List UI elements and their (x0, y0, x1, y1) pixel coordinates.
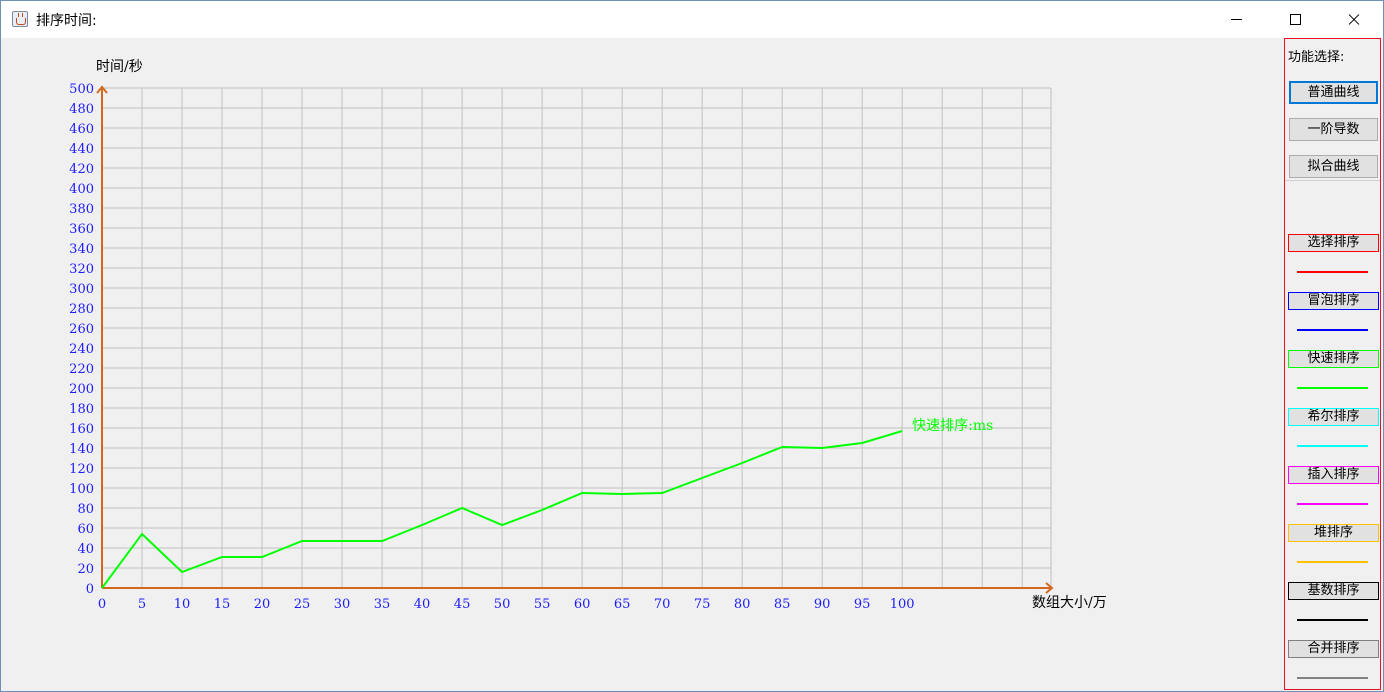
y-tick-label: 20 (77, 562, 94, 577)
x-tick-label: 35 (374, 597, 391, 612)
maximize-icon[interactable] (1266, 1, 1324, 38)
x-tick-label: 90 (814, 597, 831, 612)
x-axis-label: 数组大小/万 (1032, 595, 1107, 611)
x-tick-label: 75 (694, 597, 711, 612)
y-tick-label: 220 (69, 362, 94, 377)
x-tick-label: 45 (454, 597, 471, 612)
window-title: 排序时间: (36, 13, 97, 29)
sort-toggle-button-2[interactable]: 冒泡排序 (1288, 292, 1379, 310)
y-tick-label: 400 (69, 182, 94, 197)
x-axis-arrow (1045, 582, 1054, 594)
chart-grid (102, 87, 1052, 588)
x-tick-label: 95 (854, 597, 871, 612)
panel-title: 功能选择: (1288, 50, 1345, 65)
y-tick-label: 320 (69, 262, 94, 277)
java-app-icon (12, 11, 28, 27)
x-tick-label: 70 (654, 597, 671, 612)
sort-toggle-button-6[interactable]: 堆排序 (1288, 524, 1379, 542)
y-tick-label: 40 (77, 542, 94, 557)
panel-divider (1285, 180, 1380, 181)
sort-time-chart: 0204060801001201401601802002202402602803… (69, 59, 1107, 612)
sort-legend-line-7 (1297, 619, 1368, 621)
y-tick-label: 180 (69, 402, 94, 417)
sort-legend-line-3 (1297, 387, 1368, 389)
sort-toggle-button-4[interactable]: 希尔排序 (1288, 408, 1379, 426)
x-tick-label: 40 (414, 597, 431, 612)
x-tick-label: 100 (890, 597, 915, 612)
x-tick-label: 5 (138, 597, 146, 612)
y-tick-label: 140 (69, 442, 94, 457)
x-tick-label: 55 (534, 597, 551, 612)
y-tick-label: 240 (69, 342, 94, 357)
chart-axes (96, 85, 1054, 594)
sort-legend-line-2 (1297, 329, 1368, 331)
y-tick-label: 160 (69, 422, 94, 437)
x-tick-label: 0 (98, 597, 106, 612)
y-tick-label: 500 (69, 82, 94, 97)
y-tick-label: 380 (69, 202, 94, 217)
y-tick-label: 300 (69, 282, 94, 297)
y-tick-label: 60 (77, 522, 94, 537)
function-button-2[interactable]: 一阶导数 (1289, 118, 1378, 141)
y-tick-label: 280 (69, 302, 94, 317)
y-tick-label: 460 (69, 122, 94, 137)
minimize-icon[interactable] (1208, 1, 1266, 38)
x-tick-label: 80 (734, 597, 751, 612)
x-tick-label: 30 (334, 597, 351, 612)
x-tick-label: 20 (254, 597, 271, 612)
y-tick-label: 360 (69, 222, 94, 237)
sort-legend-line-8 (1297, 677, 1368, 679)
y-tick-label: 480 (69, 102, 94, 117)
sort-legend-line-1 (1297, 271, 1368, 273)
x-tick-label: 65 (614, 597, 631, 612)
y-axis-arrow (96, 85, 108, 94)
sort-toggle-button-5[interactable]: 插入排序 (1288, 466, 1379, 484)
y-tick-label: 0 (86, 582, 94, 597)
x-tick-label: 85 (774, 597, 791, 612)
y-tick-label: 120 (69, 462, 94, 477)
sort-legend-line-4 (1297, 445, 1368, 447)
sort-legend-line-6 (1297, 561, 1368, 563)
sort-toggle-button-3[interactable]: 快速排序 (1288, 350, 1379, 368)
y-tick-label: 100 (69, 482, 94, 497)
series-line-quick-sort (101, 430, 903, 589)
y-tick-label: 200 (69, 382, 94, 397)
function-button-3[interactable]: 拟合曲线 (1289, 155, 1378, 178)
y-tick-label: 420 (69, 162, 94, 177)
y-tick-label: 260 (69, 322, 94, 337)
y-axis-label: 时间/秒 (96, 59, 143, 75)
x-tick-label: 15 (214, 597, 231, 612)
series-label: 快速排序:ms (912, 418, 993, 434)
close-icon[interactable] (1324, 1, 1382, 38)
y-tick-label: 80 (77, 502, 94, 517)
x-tick-label: 10 (174, 597, 191, 612)
sort-toggle-button-8[interactable]: 合并排序 (1288, 640, 1379, 658)
chart-tick-labels: 0204060801001201401601802002202402602803… (69, 82, 914, 612)
function-button-1[interactable]: 普通曲线 (1289, 81, 1378, 104)
title-bar: 排序时间: (1, 1, 1383, 38)
x-tick-label: 60 (574, 597, 591, 612)
x-tick-label: 25 (294, 597, 311, 612)
sort-toggle-button-7[interactable]: 基数排序 (1288, 582, 1379, 600)
sort-toggle-button-1[interactable]: 选择排序 (1288, 234, 1379, 252)
function-panel: 功能选择: 普通曲线一阶导数拟合曲线 选择排序冒泡排序快速排序希尔排序插入排序堆… (1284, 38, 1381, 690)
y-tick-label: 440 (69, 142, 94, 157)
sort-legend-line-5 (1297, 503, 1368, 505)
y-tick-label: 340 (69, 242, 94, 257)
chart-series: 快速排序:ms (101, 418, 993, 589)
x-tick-label: 50 (494, 597, 511, 612)
